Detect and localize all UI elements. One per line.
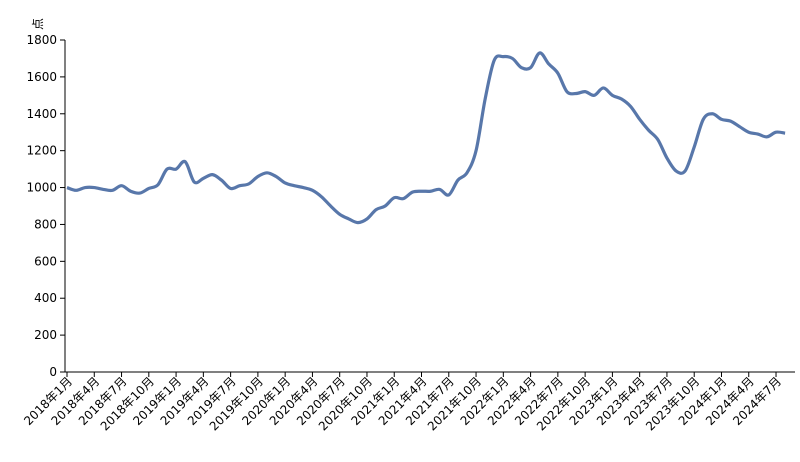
y-tick-label: 800 <box>34 217 57 231</box>
y-tick-label: 1200 <box>26 144 57 158</box>
line <box>66 51 786 225</box>
y-tick-label: 1600 <box>26 70 57 84</box>
y-tick-label: 600 <box>34 254 57 268</box>
y-tick-label: 1000 <box>26 181 57 195</box>
y-tick-label: 0 <box>49 365 57 379</box>
y-tick-label: 1400 <box>26 107 57 121</box>
y-tick-label: 200 <box>34 328 57 342</box>
y-axis-label: 点 <box>31 18 45 30</box>
y-tick-label: 400 <box>34 291 57 305</box>
y-tick-label: 1800 <box>26 33 57 47</box>
